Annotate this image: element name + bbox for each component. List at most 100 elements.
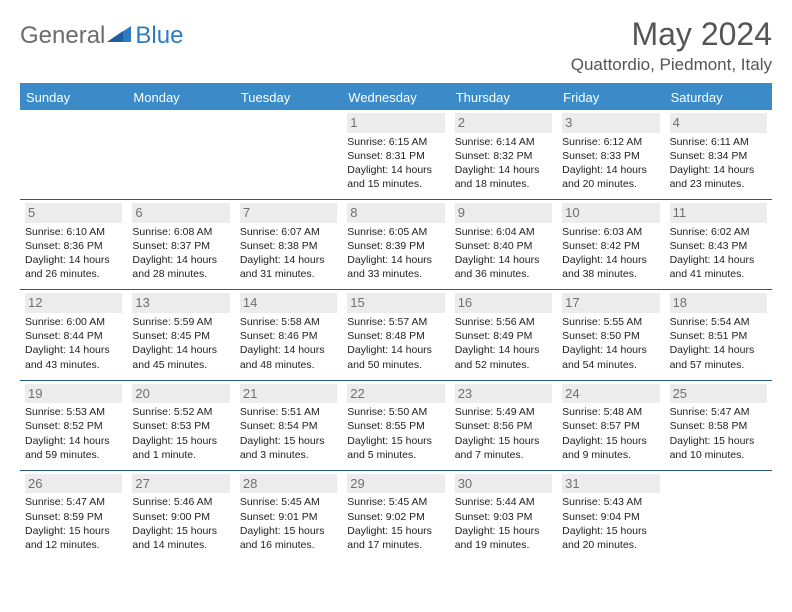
day-cell-7: 7Sunrise: 6:07 AMSunset: 8:38 PMDaylight… — [235, 200, 342, 290]
weekday-header-row: SundayMondayTuesdayWednesdayThursdayFrid… — [20, 83, 772, 110]
day-cell-31: 31Sunrise: 5:43 AMSunset: 9:04 PMDayligh… — [557, 471, 664, 560]
day-number: 9 — [455, 203, 552, 223]
sunset-text: Sunset: 8:58 PM — [670, 419, 767, 433]
sunrise-text: Sunrise: 6:14 AM — [455, 135, 552, 149]
day-cell-6: 6Sunrise: 6:08 AMSunset: 8:37 PMDaylight… — [127, 200, 234, 290]
daylight-text: Daylight: 15 hours and 17 minutes. — [347, 524, 444, 552]
sunrise-text: Sunrise: 5:45 AM — [240, 495, 337, 509]
daylight-text: Daylight: 15 hours and 20 minutes. — [562, 524, 659, 552]
sunrise-text: Sunrise: 6:10 AM — [25, 225, 122, 239]
sunrise-text: Sunrise: 6:04 AM — [455, 225, 552, 239]
day-cell-22: 22Sunrise: 5:50 AMSunset: 8:55 PMDayligh… — [342, 381, 449, 471]
day-cell-3: 3Sunrise: 6:12 AMSunset: 8:33 PMDaylight… — [557, 110, 664, 200]
day-cell-15: 15Sunrise: 5:57 AMSunset: 8:48 PMDayligh… — [342, 290, 449, 380]
weekday-header-saturday: Saturday — [665, 85, 772, 110]
day-number: 29 — [347, 474, 444, 494]
daylight-text: Daylight: 14 hours and 23 minutes. — [670, 163, 767, 191]
day-number: 2 — [455, 113, 552, 133]
sunrise-text: Sunrise: 6:07 AM — [240, 225, 337, 239]
daylight-text: Daylight: 15 hours and 1 minute. — [132, 434, 229, 462]
sunrise-text: Sunrise: 5:51 AM — [240, 405, 337, 419]
day-number: 10 — [562, 203, 659, 223]
day-number: 19 — [25, 384, 122, 404]
title-block: May 2024 Quattordio, Piedmont, Italy — [571, 16, 772, 75]
day-cell-10: 10Sunrise: 6:03 AMSunset: 8:42 PMDayligh… — [557, 200, 664, 290]
sunset-text: Sunset: 8:54 PM — [240, 419, 337, 433]
sunrise-text: Sunrise: 5:54 AM — [670, 315, 767, 329]
location-text: Quattordio, Piedmont, Italy — [571, 55, 772, 75]
sunrise-text: Sunrise: 6:00 AM — [25, 315, 122, 329]
daylight-text: Daylight: 14 hours and 26 minutes. — [25, 253, 122, 281]
day-cell-18: 18Sunrise: 5:54 AMSunset: 8:51 PMDayligh… — [665, 290, 772, 380]
daylight-text: Daylight: 15 hours and 3 minutes. — [240, 434, 337, 462]
day-cell-28: 28Sunrise: 5:45 AMSunset: 9:01 PMDayligh… — [235, 471, 342, 560]
weekday-header-sunday: Sunday — [20, 85, 127, 110]
sunset-text: Sunset: 8:48 PM — [347, 329, 444, 343]
sunset-text: Sunset: 9:04 PM — [562, 510, 659, 524]
day-number: 26 — [25, 474, 122, 494]
sunrise-text: Sunrise: 6:15 AM — [347, 135, 444, 149]
day-cell-9: 9Sunrise: 6:04 AMSunset: 8:40 PMDaylight… — [450, 200, 557, 290]
day-cell-17: 17Sunrise: 5:55 AMSunset: 8:50 PMDayligh… — [557, 290, 664, 380]
sunset-text: Sunset: 8:36 PM — [25, 239, 122, 253]
sunset-text: Sunset: 9:03 PM — [455, 510, 552, 524]
sunrise-text: Sunrise: 5:56 AM — [455, 315, 552, 329]
day-cell-14: 14Sunrise: 5:58 AMSunset: 8:46 PMDayligh… — [235, 290, 342, 380]
sunset-text: Sunset: 8:40 PM — [455, 239, 552, 253]
sunrise-text: Sunrise: 5:58 AM — [240, 315, 337, 329]
daylight-text: Daylight: 14 hours and 18 minutes. — [455, 163, 552, 191]
day-number: 31 — [562, 474, 659, 494]
weekday-header-monday: Monday — [127, 85, 234, 110]
sunrise-text: Sunrise: 5:48 AM — [562, 405, 659, 419]
day-number: 28 — [240, 474, 337, 494]
sunrise-text: Sunrise: 6:03 AM — [562, 225, 659, 239]
sunrise-text: Sunrise: 6:12 AM — [562, 135, 659, 149]
sunset-text: Sunset: 8:59 PM — [25, 510, 122, 524]
sunrise-text: Sunrise: 6:05 AM — [347, 225, 444, 239]
sunrise-text: Sunrise: 5:46 AM — [132, 495, 229, 509]
sunrise-text: Sunrise: 5:53 AM — [25, 405, 122, 419]
daylight-text: Daylight: 14 hours and 43 minutes. — [25, 343, 122, 371]
daylight-text: Daylight: 14 hours and 52 minutes. — [455, 343, 552, 371]
day-cell-2: 2Sunrise: 6:14 AMSunset: 8:32 PMDaylight… — [450, 110, 557, 200]
daylight-text: Daylight: 14 hours and 33 minutes. — [347, 253, 444, 281]
sunrise-text: Sunrise: 6:02 AM — [670, 225, 767, 239]
day-number: 11 — [670, 203, 767, 223]
sunset-text: Sunset: 8:43 PM — [670, 239, 767, 253]
daylight-text: Daylight: 14 hours and 45 minutes. — [132, 343, 229, 371]
day-cell-13: 13Sunrise: 5:59 AMSunset: 8:45 PMDayligh… — [127, 290, 234, 380]
empty-cell — [127, 110, 234, 200]
day-number: 12 — [25, 293, 122, 313]
day-cell-27: 27Sunrise: 5:46 AMSunset: 9:00 PMDayligh… — [127, 471, 234, 560]
sunrise-text: Sunrise: 5:49 AM — [455, 405, 552, 419]
brand-logo: General Blue — [20, 16, 183, 50]
sunset-text: Sunset: 8:39 PM — [347, 239, 444, 253]
sunset-text: Sunset: 8:37 PM — [132, 239, 229, 253]
brand-general: General — [20, 22, 105, 50]
day-cell-25: 25Sunrise: 5:47 AMSunset: 8:58 PMDayligh… — [665, 381, 772, 471]
sunset-text: Sunset: 9:02 PM — [347, 510, 444, 524]
day-cell-12: 12Sunrise: 6:00 AMSunset: 8:44 PMDayligh… — [20, 290, 127, 380]
day-number: 3 — [562, 113, 659, 133]
day-number: 5 — [25, 203, 122, 223]
daylight-text: Daylight: 15 hours and 9 minutes. — [562, 434, 659, 462]
daylight-text: Daylight: 15 hours and 14 minutes. — [132, 524, 229, 552]
day-number: 16 — [455, 293, 552, 313]
day-number: 4 — [670, 113, 767, 133]
daylight-text: Daylight: 14 hours and 57 minutes. — [670, 343, 767, 371]
page-header: General Blue May 2024 Quattordio, Piedmo… — [20, 16, 772, 75]
day-number: 15 — [347, 293, 444, 313]
day-number: 13 — [132, 293, 229, 313]
daylight-text: Daylight: 15 hours and 19 minutes. — [455, 524, 552, 552]
sunrise-text: Sunrise: 6:11 AM — [670, 135, 767, 149]
sunset-text: Sunset: 8:55 PM — [347, 419, 444, 433]
daylight-text: Daylight: 15 hours and 7 minutes. — [455, 434, 552, 462]
sunrise-text: Sunrise: 5:57 AM — [347, 315, 444, 329]
day-cell-1: 1Sunrise: 6:15 AMSunset: 8:31 PMDaylight… — [342, 110, 449, 200]
sunrise-text: Sunrise: 6:08 AM — [132, 225, 229, 239]
daylight-text: Daylight: 15 hours and 12 minutes. — [25, 524, 122, 552]
sunset-text: Sunset: 9:00 PM — [132, 510, 229, 524]
calendar-grid: 1Sunrise: 6:15 AMSunset: 8:31 PMDaylight… — [20, 110, 772, 560]
sunset-text: Sunset: 8:56 PM — [455, 419, 552, 433]
day-number: 1 — [347, 113, 444, 133]
